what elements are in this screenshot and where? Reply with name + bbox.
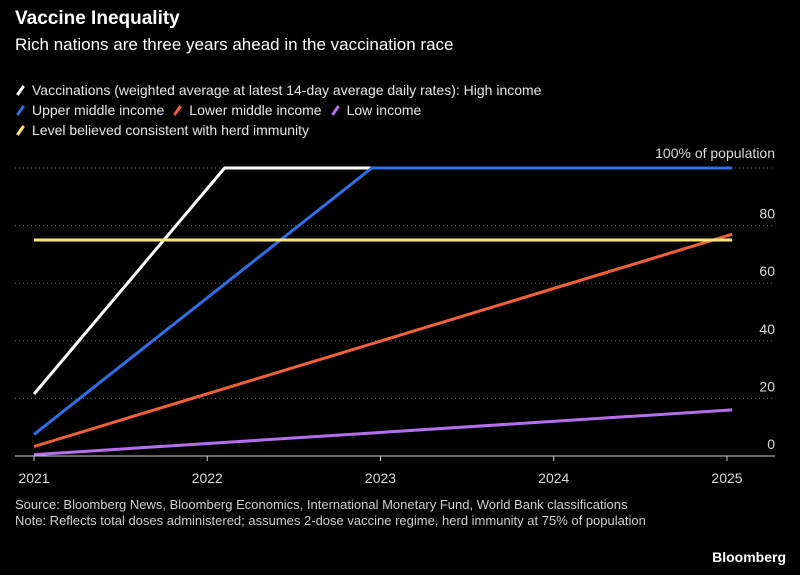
legend-item-herd-immunity: Level believed consistent with herd immu… — [15, 120, 309, 140]
x-tick-label-2025: 2025 — [711, 470, 742, 486]
x-axis: 2021 2022 2023 2024 2025 — [15, 455, 775, 486]
legend-swatch-low-income — [330, 104, 340, 116]
series-line-low-income — [33, 408, 733, 457]
legend-item-high-income: Vaccinations (weighted average at latest… — [15, 80, 541, 100]
y-axis-labels: 0 20 40 60 80 100% of population — [655, 145, 775, 452]
footer-notes: Source: Bloomberg News, Bloomberg Econom… — [15, 497, 675, 529]
series-line-high-income — [32, 166, 372, 396]
y-tick-label-100: 100% of population — [655, 145, 775, 161]
legend-item-low-income: Low income — [330, 100, 422, 120]
legend-item-lower-middle: Lower middle income — [172, 100, 322, 120]
line-chart: 0 20 40 60 80 100% of population 2021 2022 2023… — [15, 145, 775, 486]
legend: Vaccinations (weighted average at latest… — [15, 80, 549, 140]
y-tick-label-60: 60 — [759, 263, 775, 279]
legend-swatch-high-income — [16, 84, 25, 96]
legend-label-herd-immunity: Level believed consistent with herd immu… — [32, 122, 310, 138]
series-lines — [32, 166, 733, 457]
legend-swatch-lower-middle — [173, 104, 183, 116]
legend-row-1: Vaccinations (weighted average at latest… — [15, 80, 549, 100]
series-line-upper-middle-income — [33, 166, 733, 436]
y-tick-label-20: 20 — [759, 378, 775, 394]
chart-title: Vaccine Inequality — [15, 8, 180, 29]
legend-label-low-income: Low income — [346, 102, 422, 118]
legend-label-lower-middle: Lower middle income — [189, 102, 322, 118]
series-line-lower-middle-income — [33, 232, 733, 448]
source-note: Source: Bloomberg News, Bloomberg Econom… — [15, 497, 628, 512]
y-tick-label-80: 80 — [759, 206, 775, 222]
legend-swatch-upper-middle — [16, 104, 25, 116]
x-tick-label-2022: 2022 — [192, 470, 223, 486]
x-tick-label-2024: 2024 — [538, 470, 569, 486]
legend-label-upper-middle: Upper middle income — [32, 102, 165, 118]
bloomberg-logo: Bloomberg — [712, 549, 786, 565]
x-tick-label-2023: 2023 — [365, 470, 396, 486]
legend-label-high-income: Vaccinations (weighted average at latest… — [32, 82, 542, 98]
legend-swatch-herd-immunity — [16, 124, 25, 136]
chart-subtitle: Rich nations are three years ahead in th… — [15, 35, 454, 54]
y-tick-label-40: 40 — [759, 321, 775, 337]
legend-row-3: Level believed consistent with herd immu… — [15, 120, 549, 140]
legend-row-2: Upper middle income Lower middle income … — [15, 100, 549, 120]
methodology-note: Note: Reflects total doses administered;… — [15, 513, 646, 528]
legend-item-upper-middle: Upper middle income — [15, 100, 164, 120]
y-tick-label-0: 0 — [767, 436, 775, 452]
x-tick-label-2021: 2021 — [18, 470, 49, 486]
